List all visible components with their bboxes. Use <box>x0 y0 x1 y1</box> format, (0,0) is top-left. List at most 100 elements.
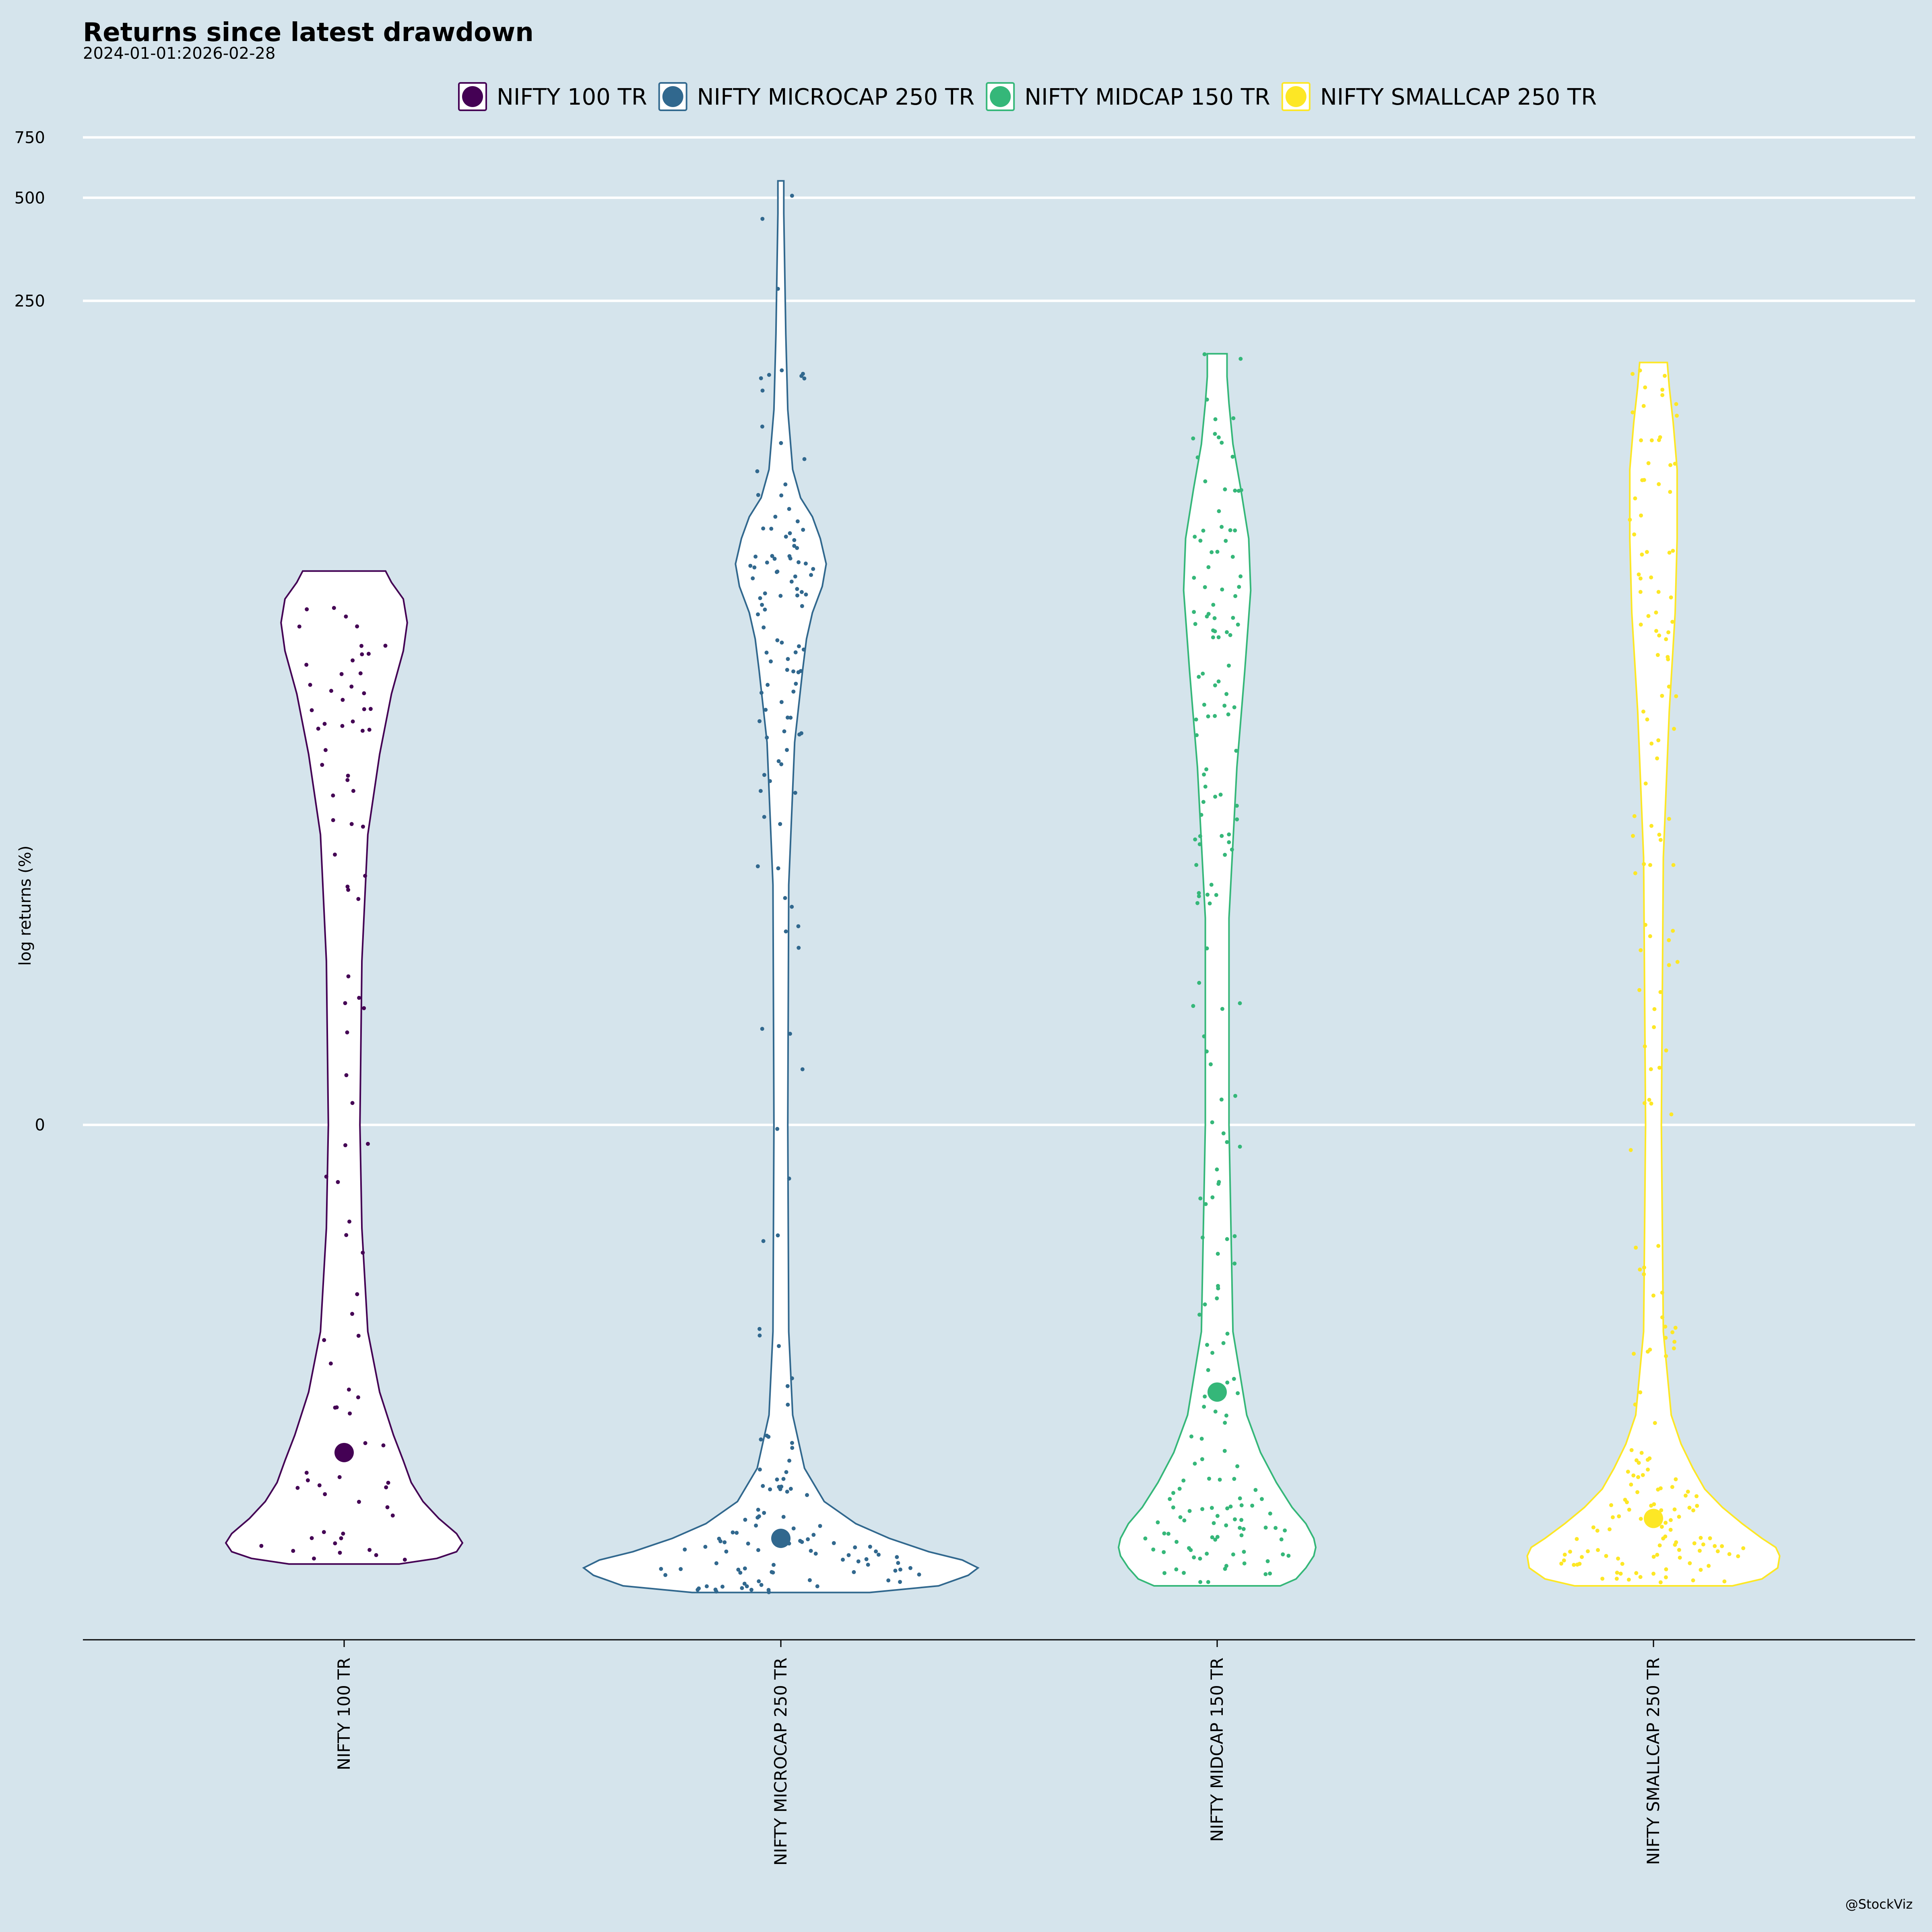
data-point <box>1215 1296 1219 1300</box>
data-point <box>346 774 350 778</box>
data-point <box>746 1542 750 1546</box>
data-point <box>1200 1507 1205 1511</box>
data-point <box>787 554 792 558</box>
data-point <box>1281 1552 1285 1556</box>
data-point <box>760 388 765 393</box>
data-point <box>1202 702 1206 707</box>
legend-item-3: NIFTY SMALLCAP 250 TR <box>1281 82 1597 111</box>
data-point <box>332 606 336 610</box>
data-point <box>386 1480 390 1485</box>
y-tick-label: 500 <box>14 189 45 207</box>
data-point <box>374 1553 378 1557</box>
data-point <box>779 762 784 766</box>
data-point <box>1646 614 1651 618</box>
data-point <box>714 1561 718 1565</box>
data-point <box>1203 479 1208 483</box>
data-point <box>696 1587 700 1592</box>
data-point <box>801 528 805 532</box>
data-point <box>793 650 798 654</box>
data-point <box>866 1563 870 1567</box>
data-point <box>781 1477 786 1481</box>
legend: NIFTY 100 TR NIFTY MICROCAP 250 TR NIFTY M… <box>458 82 1597 111</box>
data-point <box>402 1558 407 1562</box>
data-point <box>1585 1549 1590 1554</box>
data-point <box>1274 1526 1278 1530</box>
data-point <box>1664 1575 1668 1579</box>
data-point <box>1162 1571 1167 1575</box>
violin-3 <box>1526 361 1781 1587</box>
data-point <box>1675 413 1679 418</box>
data-point <box>1193 837 1197 842</box>
data-point <box>793 791 797 795</box>
data-point <box>790 904 794 909</box>
data-point <box>1660 1315 1664 1319</box>
data-point <box>304 663 309 667</box>
data-point <box>1213 1538 1218 1542</box>
data-point <box>1648 934 1652 938</box>
data-point <box>347 1387 351 1392</box>
data-point <box>800 604 804 608</box>
data-point <box>917 1572 921 1577</box>
data-point <box>1216 679 1221 683</box>
data-point <box>1178 1515 1183 1519</box>
data-point <box>731 1530 735 1535</box>
data-point <box>1212 616 1217 620</box>
data-point <box>895 1555 899 1559</box>
data-point <box>1604 1554 1608 1558</box>
data-point <box>345 884 350 889</box>
legend-marker <box>462 86 483 107</box>
data-point <box>1162 1531 1166 1536</box>
data-point <box>738 1571 743 1575</box>
legend-label: NIFTY MICROCAP 250 TR <box>697 84 975 110</box>
data-point <box>345 1030 349 1034</box>
data-point <box>779 493 784 497</box>
data-point <box>336 1180 340 1184</box>
data-point <box>367 728 372 732</box>
data-point <box>343 1001 347 1005</box>
data-point <box>1228 1505 1233 1509</box>
violins <box>225 180 1781 1594</box>
data-point <box>1672 1340 1677 1344</box>
data-point <box>1671 929 1675 933</box>
data-point <box>1197 842 1202 846</box>
data-point <box>1143 1536 1148 1541</box>
data-point <box>1235 817 1239 822</box>
data-point <box>1572 1563 1576 1567</box>
data-point <box>368 707 373 711</box>
data-point <box>1708 1536 1712 1540</box>
data-point <box>704 1584 709 1589</box>
data-point <box>317 1483 322 1488</box>
data-point <box>1658 1580 1663 1585</box>
data-point <box>1194 717 1198 722</box>
data-point <box>349 684 354 689</box>
data-point <box>1242 1550 1246 1554</box>
data-point <box>1638 368 1642 373</box>
data-point <box>1658 1486 1663 1490</box>
data-point <box>722 1540 727 1544</box>
data-point <box>1198 1580 1203 1584</box>
data-point <box>1238 357 1243 361</box>
data-point <box>1215 1535 1220 1539</box>
data-point <box>333 852 337 857</box>
data-point <box>1660 694 1664 698</box>
data-point <box>1577 1562 1582 1566</box>
data-point <box>1674 402 1678 406</box>
data-point <box>1197 1313 1202 1317</box>
data-point <box>794 681 798 686</box>
data-point <box>1268 1511 1272 1516</box>
data-point <box>1671 549 1675 553</box>
data-point <box>898 1567 902 1572</box>
data-point <box>790 1441 794 1445</box>
data-point <box>1263 1525 1268 1530</box>
data-point <box>1181 1478 1186 1483</box>
data-point <box>1657 1065 1662 1070</box>
data-point <box>1575 1537 1579 1541</box>
data-point <box>745 1584 749 1589</box>
data-point <box>337 1475 342 1479</box>
data-point <box>1205 1343 1209 1347</box>
data-point <box>770 554 774 558</box>
data-point <box>765 735 769 740</box>
data-point <box>782 729 786 733</box>
data-point <box>791 689 796 694</box>
